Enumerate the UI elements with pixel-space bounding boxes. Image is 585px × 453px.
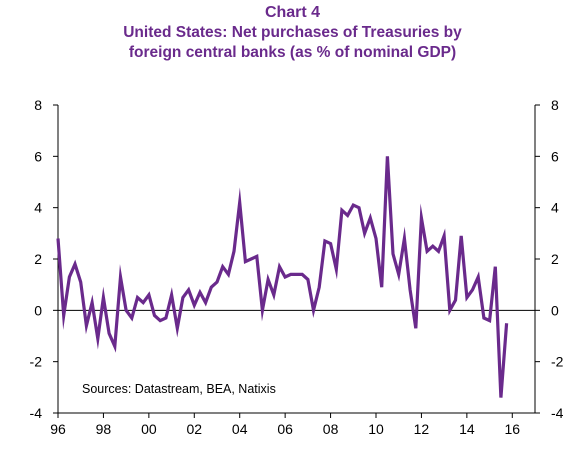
y-tick-label-left: -4 — [30, 405, 43, 421]
chart-title: Chart 4 — [264, 4, 321, 21]
y-tick-label-right: 0 — [551, 302, 559, 318]
x-tick-label: 10 — [368, 421, 384, 437]
x-tick-label: 12 — [414, 421, 430, 437]
y-tick-label-right: 6 — [551, 148, 559, 164]
axes: -4 -4-2 -20 02 24 46 68 896 98 00 02 04 06 08 10 12 14 16 — [30, 97, 564, 437]
chart-subtitle-line-1: United States: Net purchases of Treasuri… — [123, 24, 462, 41]
y-tick-label-left: 4 — [34, 200, 42, 216]
x-tick-label: 14 — [459, 421, 475, 437]
y-tick-label-right: -2 — [551, 354, 564, 370]
x-tick-label: 04 — [232, 421, 248, 437]
y-tick-label-right: 2 — [551, 251, 559, 267]
x-tick-label: 02 — [186, 421, 202, 437]
x-tick-label: 98 — [96, 421, 112, 437]
series-layer — [56, 156, 509, 398]
y-tick-label-left: 0 — [34, 302, 42, 318]
x-tick-label: 08 — [323, 421, 339, 437]
chart-subtitle-line-2: foreign central banks (as % of nominal G… — [128, 44, 457, 61]
x-tick-label: 96 — [50, 421, 66, 437]
y-tick-label-right: 8 — [551, 97, 559, 113]
x-tick-label: 00 — [141, 421, 157, 437]
x-tick-label: 16 — [504, 421, 520, 437]
y-tick-label-left: 2 — [34, 251, 42, 267]
source-note: Sources: Datastream, BEA, Natixis — [82, 382, 276, 396]
y-tick-label-left: 6 — [34, 148, 42, 164]
x-tick-label: 06 — [277, 421, 293, 437]
y-tick-label-right: -4 — [551, 405, 564, 421]
y-tick-label-left: 8 — [34, 97, 42, 113]
y-tick-label-right: 4 — [551, 200, 559, 216]
y-tick-label-left: -2 — [30, 354, 43, 370]
series-line — [56, 156, 509, 398]
